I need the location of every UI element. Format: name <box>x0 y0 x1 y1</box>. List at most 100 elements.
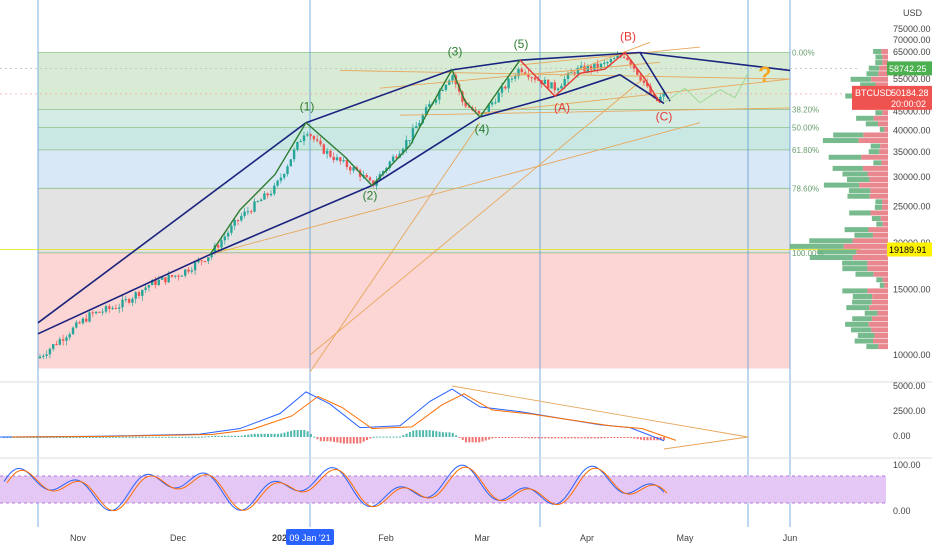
volume-bar <box>879 282 885 288</box>
price-tick-label: 35000.00 <box>893 147 931 157</box>
time-tick-label: Feb <box>378 533 394 543</box>
candle-body <box>593 63 596 70</box>
macd-histogram-bar <box>511 437 514 438</box>
support-price-tag <box>887 242 932 257</box>
macd-histogram-bar <box>570 437 573 439</box>
volume-bar <box>817 249 857 255</box>
volume-bar <box>873 271 888 277</box>
candle-body <box>273 185 276 194</box>
marked-price-tag-text: 58742.25 <box>889 64 927 74</box>
wave-leg <box>305 122 373 186</box>
candle-body <box>233 220 236 226</box>
candle-body <box>42 355 45 357</box>
volume-bar <box>863 165 888 171</box>
macd-histogram-bar <box>171 436 174 438</box>
macd-histogram-bar <box>49 436 52 438</box>
macd-fan-line <box>451 385 749 438</box>
macd-histogram-bar <box>399 436 401 438</box>
macd-histogram-bar <box>369 437 372 439</box>
macd-histogram-bar <box>82 436 85 438</box>
macd-histogram-bar <box>121 436 124 438</box>
candle-body <box>646 82 649 87</box>
macd-histogram-bar <box>564 437 566 439</box>
candle-body <box>223 236 226 241</box>
macd-histogram-bar <box>643 437 646 441</box>
volume-bar <box>852 299 872 305</box>
candle-body <box>259 199 263 202</box>
volume-bar <box>859 182 888 188</box>
projection-path <box>663 73 749 104</box>
macd-histogram-bar <box>333 437 335 442</box>
candle-body <box>616 55 619 59</box>
candle-body <box>514 76 517 79</box>
macd-histogram-bar <box>653 437 656 441</box>
time-tick-label: Apr <box>580 533 594 543</box>
macd-histogram-bar <box>59 436 62 438</box>
volume-bar <box>873 115 888 121</box>
wave-label: (B) <box>620 30 636 44</box>
macd-histogram-bar <box>623 437 626 438</box>
fan-line <box>209 122 701 255</box>
price-tick-label: 40000.00 <box>893 126 931 136</box>
candle-body <box>649 86 652 95</box>
candle-body <box>477 110 481 115</box>
price-tick-label: 45000.00 <box>893 107 931 117</box>
candle-body <box>603 62 606 64</box>
macd-histogram-bar <box>164 436 167 438</box>
macd-histogram-bar <box>280 433 283 437</box>
volume-bar <box>872 293 888 299</box>
macd-histogram-bar <box>260 433 263 437</box>
volume-bar <box>879 149 888 155</box>
fan-line <box>309 122 481 373</box>
macd-histogram-bar <box>359 437 362 444</box>
macd-histogram-bar <box>372 436 375 438</box>
macd-histogram-bar <box>78 436 81 438</box>
macd-histogram-bar <box>319 437 322 442</box>
volume-bar <box>867 288 888 294</box>
macd-histogram-bar <box>577 437 580 439</box>
macd-histogram-bar <box>428 430 431 437</box>
macd-histogram-bar <box>131 436 134 438</box>
time-tick-label: May <box>676 533 694 543</box>
macd-line <box>0 388 665 442</box>
candle-body <box>599 63 603 69</box>
time-tick-label: Nov <box>70 533 87 543</box>
volume-bar <box>878 344 888 350</box>
candle-body <box>131 298 134 303</box>
fib-band <box>38 109 790 128</box>
volume-bar <box>789 243 844 249</box>
trend-line <box>451 59 521 71</box>
macd-histogram-bar <box>630 437 632 438</box>
macd-histogram-bar <box>392 436 395 438</box>
candle-body <box>563 79 566 86</box>
volume-bar <box>880 143 888 149</box>
candle-body <box>101 311 104 313</box>
candle-body <box>174 275 177 277</box>
volume-bar <box>879 126 885 132</box>
volume-bar <box>833 132 864 138</box>
macd-histogram-bar <box>62 436 65 438</box>
macd-histogram-bar <box>366 437 368 441</box>
candle-body <box>253 201 256 212</box>
candle-body <box>576 67 580 74</box>
price-tick-label: 25000.00 <box>893 202 931 212</box>
wave-leg <box>451 69 481 118</box>
trend-line <box>371 116 481 187</box>
candle-body <box>292 149 296 160</box>
volume-bar <box>871 299 888 305</box>
macd-histogram-bar <box>412 430 415 437</box>
candle-body <box>345 160 349 167</box>
macd-histogram-bar <box>504 437 507 438</box>
macd-histogram-bar <box>438 431 441 437</box>
macd-histogram-bar <box>9 436 12 438</box>
candle-body <box>441 89 444 92</box>
stoch-panel: 100.00 0.00 <box>0 460 921 516</box>
macd-histogram-bar <box>560 437 563 439</box>
macd-histogram-bar <box>286 431 289 437</box>
macd-histogram-bar <box>603 437 606 439</box>
price-tick-label: 70000.00 <box>893 35 931 45</box>
macd-histogram-bar <box>494 437 497 438</box>
candle-body <box>368 177 372 181</box>
candle-body <box>309 134 312 137</box>
